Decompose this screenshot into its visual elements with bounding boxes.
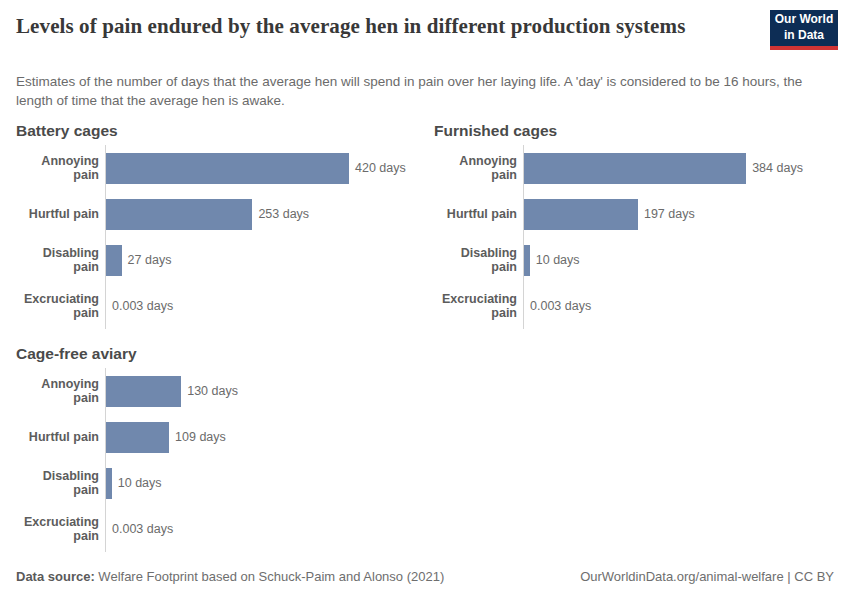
owid-logo-line2: in Data <box>784 28 824 44</box>
bar-area: 253 days <box>105 191 418 237</box>
bar-area: 0.003 days <box>105 283 418 329</box>
category-label: Annoying pain <box>434 154 523 183</box>
bar-row: Hurtful pain 197 days <box>434 191 836 237</box>
category-label: Excruciating pain <box>16 515 105 544</box>
facet-cage-free-aviary: Cage-free aviary Annoying pain 130 days Hu… <box>16 345 418 552</box>
category-label: Disabling pain <box>16 469 105 498</box>
value-label: 130 days <box>187 384 238 398</box>
category-label: Annoying pain <box>16 154 105 183</box>
value-label: 10 days <box>118 476 162 490</box>
value-label: 384 days <box>752 161 803 175</box>
bar-row: Excruciating pain 0.003 days <box>16 283 418 329</box>
data-source-text: Welfare Footprint based on Schuck-Paim a… <box>95 569 445 584</box>
category-label: Hurtful pain <box>16 430 105 444</box>
value-label: 420 days <box>355 161 406 175</box>
bar-row: Disabling pain 10 days <box>434 237 836 283</box>
page-title: Levels of pain endured by the average he… <box>16 13 741 41</box>
chart-subtitle: Estimates of the number of days that the… <box>16 73 822 111</box>
bar-row: Annoying pain 384 days <box>434 145 836 191</box>
owid-chart-page: Levels of pain endured by the average he… <box>0 0 850 600</box>
bar-row: Hurtful pain 109 days <box>16 414 418 460</box>
bar <box>106 468 112 499</box>
value-label: 109 days <box>175 430 226 444</box>
bar <box>106 422 169 453</box>
facet-title: Cage-free aviary <box>16 345 418 362</box>
bar-row: Disabling pain 27 days <box>16 237 418 283</box>
value-label: 0.003 days <box>112 299 173 313</box>
owid-logo-line1: Our World <box>775 12 833 28</box>
data-source-label: Data source: <box>16 569 95 584</box>
category-label: Disabling pain <box>434 246 523 275</box>
facet-rows: Annoying pain 420 days Hurtful pain 253 day… <box>16 145 418 329</box>
facet-furnished-cages: Furnished cages Annoying pain 384 days Hur… <box>434 122 836 329</box>
bar-area: 0.003 days <box>105 506 418 552</box>
bar <box>106 245 122 276</box>
value-label: 10 days <box>536 253 580 267</box>
bar-row: Excruciating pain 0.003 days <box>16 506 418 552</box>
bar <box>524 153 746 184</box>
facet-rows: Annoying pain 130 days Hurtful pain 109 day… <box>16 368 418 552</box>
facet-title: Furnished cages <box>434 122 836 139</box>
facet-title: Battery cages <box>16 122 418 139</box>
bar-area: 197 days <box>523 191 836 237</box>
value-label: 0.003 days <box>530 299 591 313</box>
bar-area: 10 days <box>523 237 836 283</box>
facet-rows: Annoying pain 384 days Hurtful pain 197 day… <box>434 145 836 329</box>
footer-attribution: OurWorldinData.org/animal-welfare | CC B… <box>580 569 834 584</box>
bar-row: Excruciating pain 0.003 days <box>434 283 836 329</box>
data-source: Data source: Welfare Footprint based on … <box>16 569 444 584</box>
category-label: Annoying pain <box>16 377 105 406</box>
value-label: 0.003 days <box>112 522 173 536</box>
category-label: Hurtful pain <box>16 207 105 221</box>
value-label: 253 days <box>258 207 309 221</box>
bar-row: Annoying pain 420 days <box>16 145 418 191</box>
bar-row: Annoying pain 130 days <box>16 368 418 414</box>
category-label: Hurtful pain <box>434 207 523 221</box>
category-label: Excruciating pain <box>434 292 523 321</box>
value-label: 197 days <box>644 207 695 221</box>
bar-area: 109 days <box>105 414 418 460</box>
value-label: 27 days <box>128 253 172 267</box>
bar <box>524 199 638 230</box>
bar <box>524 245 530 276</box>
bar-area: 0.003 days <box>523 283 836 329</box>
chart-footer: Data source: Welfare Footprint based on … <box>16 569 834 584</box>
category-label: Excruciating pain <box>16 292 105 321</box>
bar-area: 130 days <box>105 368 418 414</box>
bar-row: Disabling pain 10 days <box>16 460 418 506</box>
bar <box>106 199 252 230</box>
bar-area: 10 days <box>105 460 418 506</box>
owid-logo: Our World in Data <box>770 10 838 50</box>
bar <box>106 376 181 407</box>
facet-battery-cages: Battery cages Annoying pain 420 days Hurtf… <box>16 122 418 329</box>
bar <box>106 153 349 184</box>
bar-row: Hurtful pain 253 days <box>16 191 418 237</box>
category-label: Disabling pain <box>16 246 105 275</box>
bar-area: 420 days <box>105 145 418 191</box>
bar-area: 27 days <box>105 237 418 283</box>
bar-area: 384 days <box>523 145 836 191</box>
